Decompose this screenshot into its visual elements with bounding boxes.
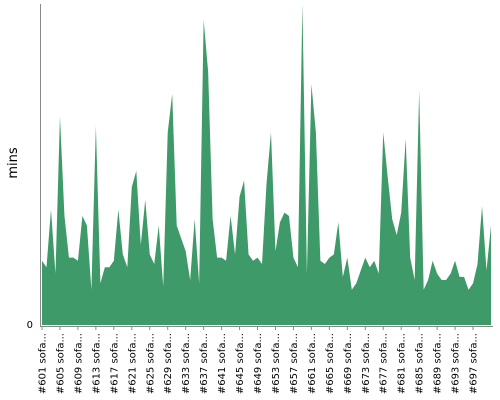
x-tick-label: #657 sofa... — [289, 333, 300, 394]
x-tick-label: #649 sofa... — [253, 333, 264, 394]
area-series — [42, 4, 491, 325]
x-tick-label: #625 sofa... — [145, 333, 156, 394]
x-tick-label: #645 sofa... — [235, 333, 246, 394]
y-tick-label: 0 — [27, 320, 33, 331]
x-tick-label: #693 sofa... — [451, 333, 462, 394]
y-axis-title: mins — [6, 147, 21, 179]
x-tick-label: #677 sofa... — [379, 333, 390, 394]
x-tick-label: #641 sofa... — [217, 333, 228, 394]
x-tick-label: #613 sofa... — [91, 333, 102, 394]
x-tick-labels: #601 sofa... #605 sofa... #609 sofa... #613… — [38, 326, 480, 394]
x-tick-label: #653 sofa... — [271, 333, 282, 394]
x-tick-label: #673 sofa... — [361, 333, 372, 394]
x-tick-label: #637 sofa... — [199, 333, 210, 394]
x-tick-label: #661 sofa... — [307, 333, 318, 394]
x-tick-label: #665 sofa... — [325, 333, 336, 394]
x-tick-label: #697 sofa... — [469, 333, 480, 394]
x-tick-label: #629 sofa... — [163, 333, 174, 394]
x-tick-label: #669 sofa... — [343, 333, 354, 394]
x-tick-label: #609 sofa... — [73, 333, 84, 394]
x-tick-label: #621 sofa... — [127, 333, 138, 394]
x-tick-label: #685 sofa... — [415, 333, 426, 394]
x-tick-label: #689 sofa... — [433, 333, 444, 394]
plot-area — [42, 4, 491, 325]
x-tick-label: #617 sofa... — [109, 333, 120, 394]
x-tick-label: #605 sofa... — [55, 333, 66, 394]
x-tick-label: #633 sofa... — [181, 333, 192, 394]
x-tick-label: #681 sofa... — [397, 333, 408, 394]
x-tick-label: #601 sofa... — [38, 333, 49, 394]
